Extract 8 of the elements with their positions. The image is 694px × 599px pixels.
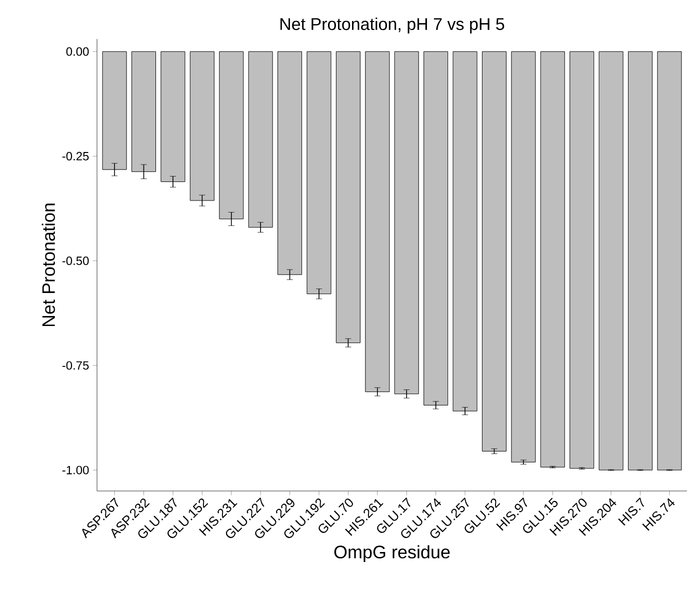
x-axis-title: OmpG residue [334,545,450,562]
y-tick-label: 0.00 [66,47,89,56]
y-tick-label: -0.50 [62,256,89,266]
y-tick-label: -0.25 [62,152,89,160]
y-tick-label: -0.75 [62,361,89,370]
y-tick-label: -1.00 [62,466,89,474]
chart-title: Net Protonation, pH 7 vs pH 5 [280,18,504,34]
y-axis-title: Net Protonation [42,204,55,326]
